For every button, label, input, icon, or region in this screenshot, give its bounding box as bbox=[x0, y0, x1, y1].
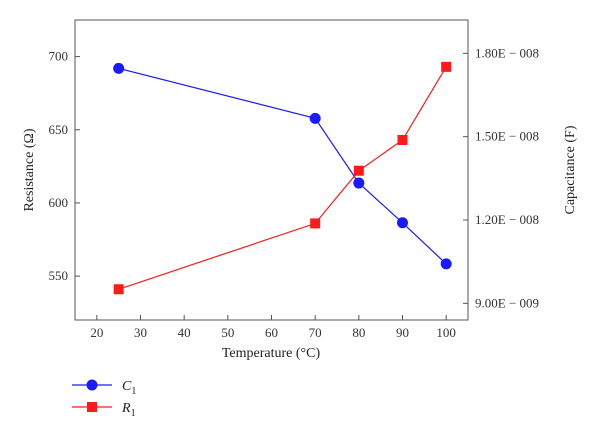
series-line-r1 bbox=[118, 66, 447, 290]
right-y-tick-label: 1.50E − 008 bbox=[475, 129, 539, 144]
data-point-c1 bbox=[113, 62, 125, 74]
data-point-c1 bbox=[353, 177, 365, 189]
right-y-tick-label: 1.20E − 008 bbox=[475, 212, 539, 227]
x-tick-label: 90 bbox=[396, 325, 409, 340]
left-y-tick-label: 550 bbox=[49, 268, 69, 283]
right-y-tick-label: 9.00E − 009 bbox=[475, 295, 539, 310]
legend-label-subscript: 1 bbox=[131, 408, 136, 419]
legend-label-c1: C1 bbox=[122, 379, 136, 397]
left-y-tick-label: 600 bbox=[49, 195, 69, 210]
x-axis-ticks: 20 30 40 50 60 70 80 90 100 bbox=[90, 315, 456, 340]
x-tick-label: 80 bbox=[352, 325, 365, 340]
legend-label-letter: R bbox=[121, 401, 131, 416]
left-y-axis-title: Resistance (Ω) bbox=[22, 128, 37, 211]
data-point-c1 bbox=[440, 258, 452, 270]
data-point-r1 bbox=[397, 135, 408, 145]
legend-label-r1: R1 bbox=[121, 401, 136, 419]
legend-marker-r1 bbox=[87, 402, 97, 412]
x-axis-title: Temperature (°C) bbox=[222, 346, 321, 361]
legend-label-subscript: 1 bbox=[131, 386, 136, 397]
data-point-r1 bbox=[310, 218, 321, 229]
x-tick-label: 30 bbox=[134, 325, 147, 340]
x-tick-label: 20 bbox=[90, 325, 103, 340]
x-tick-label: 40 bbox=[178, 325, 191, 340]
right-y-axis-ticks: 9.00E − 009 1.20E − 008 1.50E − 008 1.80E −… bbox=[463, 45, 539, 310]
data-point-c1 bbox=[309, 112, 321, 124]
left-y-tick-label: 650 bbox=[49, 122, 69, 137]
series-group bbox=[113, 61, 452, 295]
data-point-r1 bbox=[113, 284, 124, 295]
right-y-tick-label: 1.80E − 008 bbox=[475, 45, 539, 60]
right-y-axis-title: Capacitance (F) bbox=[563, 125, 578, 214]
data-point-r1 bbox=[353, 165, 364, 176]
left-y-axis-ticks: 550 600 650 700 bbox=[49, 49, 80, 283]
x-tick-label: 50 bbox=[221, 325, 234, 340]
data-point-r1 bbox=[441, 61, 452, 72]
x-tick-label: 100 bbox=[436, 325, 456, 340]
x-tick-label: 60 bbox=[265, 325, 278, 340]
legend-marker-c1 bbox=[86, 379, 98, 391]
left-y-tick-label: 700 bbox=[49, 49, 69, 64]
plot-frame bbox=[74, 19, 469, 321]
legend-label-letter: C bbox=[122, 379, 132, 394]
x-tick-label: 70 bbox=[309, 325, 322, 340]
data-point-c1 bbox=[397, 217, 408, 229]
